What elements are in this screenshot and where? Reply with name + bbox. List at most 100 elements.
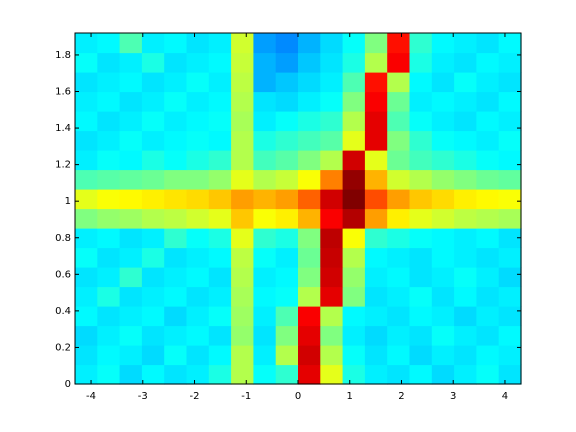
heatmap-cell — [275, 364, 299, 385]
heatmap-cell — [498, 72, 522, 93]
x-tick-label: 2 — [398, 391, 404, 402]
heatmap-cell — [141, 345, 165, 366]
heatmap-cell — [387, 150, 411, 171]
heatmap-cell — [454, 33, 477, 54]
heatmap-cell — [454, 306, 477, 327]
heatmap-cell — [119, 325, 143, 346]
heatmap-cell — [409, 111, 433, 132]
heatmap-cell — [364, 286, 388, 307]
x-tick-label: -2 — [190, 391, 200, 402]
heatmap-cell — [164, 33, 188, 54]
heatmap-cell — [320, 247, 344, 268]
heatmap-cell — [75, 91, 98, 112]
heatmap-cell — [364, 33, 388, 54]
y-tick-label: 0.8 — [55, 233, 71, 244]
heatmap-cell — [320, 33, 344, 54]
heatmap-cell — [454, 169, 477, 190]
heatmap-cell — [231, 345, 254, 366]
heatmap-cell — [454, 150, 477, 171]
heatmap-cell — [75, 189, 98, 210]
heatmap-cell — [231, 72, 254, 93]
heatmap-cell — [409, 130, 433, 151]
heatmap-cell — [186, 72, 210, 93]
heatmap-cell — [476, 150, 500, 171]
heatmap-cell — [186, 189, 210, 210]
heatmap-cell — [320, 286, 344, 307]
heatmap-cell — [320, 325, 344, 346]
heatmap-cell — [119, 247, 143, 268]
heatmap-cell — [164, 364, 188, 385]
heatmap-cell — [342, 345, 366, 366]
heatmap-cell — [231, 267, 254, 288]
heatmap-cell — [275, 306, 299, 327]
heatmap-cell — [208, 189, 232, 210]
heatmap-cell — [364, 345, 388, 366]
heatmap-cell — [119, 267, 143, 288]
heatmap-cell — [476, 52, 500, 73]
x-tick-label: -3 — [138, 391, 148, 402]
heatmap-cell — [186, 247, 210, 268]
heatmap-cell — [208, 130, 232, 151]
heatmap-cell — [320, 169, 344, 190]
y-tick-label: 1.4 — [55, 123, 71, 134]
heatmap-cell — [231, 325, 254, 346]
heatmap-cell — [208, 364, 232, 385]
heatmap-cell — [342, 150, 366, 171]
heatmap-cell — [164, 247, 188, 268]
y-tick-label: 0.6 — [55, 269, 71, 280]
heatmap-cell — [231, 247, 254, 268]
heatmap-cell — [141, 52, 165, 73]
heatmap-cell — [454, 72, 477, 93]
heatmap-cell — [298, 208, 321, 229]
heatmap-cell — [431, 91, 455, 112]
heatmap-cell — [208, 306, 232, 327]
heatmap-cell — [320, 52, 344, 73]
heatmap-cell — [409, 286, 433, 307]
heatmap-cell — [119, 228, 143, 249]
heatmap-cell — [342, 364, 366, 385]
heatmap-cell — [320, 208, 344, 229]
y-tick-label: 1.2 — [55, 160, 71, 171]
heatmap-cell — [409, 306, 433, 327]
heatmap-cell — [253, 130, 277, 151]
heatmap-cell — [141, 111, 165, 132]
heatmap-cell — [454, 247, 477, 268]
heatmap-cell — [454, 111, 477, 132]
heatmap-cell — [119, 169, 143, 190]
heatmap-cell — [387, 52, 411, 73]
heatmap-cell — [498, 286, 522, 307]
heatmap-cell — [275, 169, 299, 190]
heatmap-cell — [476, 228, 500, 249]
heatmap-cell — [141, 267, 165, 288]
heatmap-cell — [498, 325, 522, 346]
heatmap-cell — [253, 33, 277, 54]
heatmap-cell — [119, 345, 143, 366]
heatmap-cell — [119, 72, 143, 93]
heatmap-cell — [431, 286, 455, 307]
heatmap-cell — [364, 325, 388, 346]
heatmap-cell — [431, 208, 455, 229]
heatmap-cell — [119, 189, 143, 210]
heatmap-cell — [253, 325, 277, 346]
heatmap-cell — [498, 169, 522, 190]
heatmap-cell — [164, 169, 188, 190]
heatmap-cell — [253, 208, 277, 229]
heatmap-cell — [342, 208, 366, 229]
heatmap-cell — [409, 267, 433, 288]
heatmap-cell — [208, 208, 232, 229]
heatmap-cell — [253, 150, 277, 171]
heatmap-cell — [298, 33, 321, 54]
heatmap-cell — [164, 325, 188, 346]
heatmap-cell — [409, 247, 433, 268]
heatmap-cell — [97, 345, 121, 366]
heatmap-cell — [275, 286, 299, 307]
heatmap-cell — [119, 33, 143, 54]
heatmap-cell — [97, 208, 121, 229]
heatmap-cell — [342, 33, 366, 54]
heatmap-cell — [253, 228, 277, 249]
heatmap-cell — [476, 33, 500, 54]
heatmap-cell — [75, 72, 98, 93]
heatmap-cell — [364, 72, 388, 93]
heatmap-cell — [275, 111, 299, 132]
heatmap-cell — [231, 306, 254, 327]
